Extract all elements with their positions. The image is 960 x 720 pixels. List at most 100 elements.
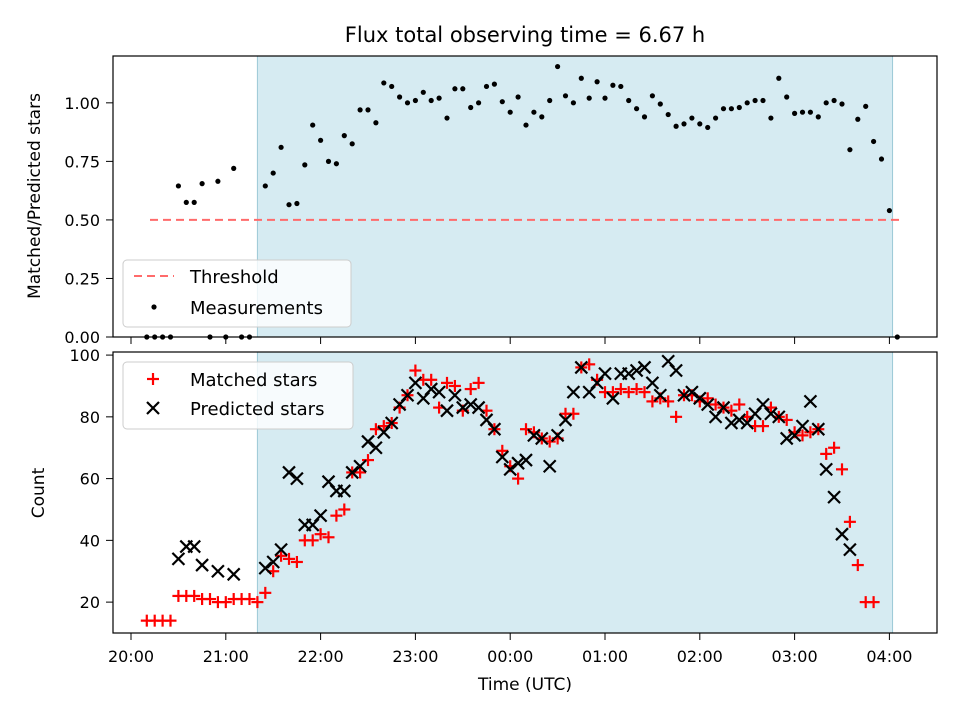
predicted-star-point (408, 376, 423, 390)
measurement-point (412, 97, 418, 104)
predicted-star-point (598, 366, 612, 381)
measurement-point (547, 97, 553, 104)
measurement-point (215, 178, 221, 184)
measurement-point (476, 100, 482, 106)
measurement-point (562, 93, 569, 99)
measurement-point (626, 97, 632, 104)
measurement-point (744, 100, 750, 106)
matched-star-point (820, 447, 833, 460)
predicted-star-point (574, 360, 589, 375)
predicted-star-point (779, 431, 794, 446)
measurement-point (815, 114, 821, 120)
measurement-point (618, 83, 624, 90)
measurement-point (784, 94, 790, 100)
matched-star-point (259, 586, 272, 599)
observing-window-shade (256, 351, 894, 634)
bottom-legend: Matched stars Predicted stars (122, 361, 354, 430)
measurement-point (657, 101, 663, 107)
predicted-star-point (456, 400, 470, 415)
predicted-star-point (195, 558, 209, 572)
measurement-point (231, 165, 237, 171)
predicted-star-point (503, 462, 517, 477)
chart-title: Flux total observing time = 6.67 h (345, 23, 705, 47)
observing-window-shade (256, 55, 894, 338)
bottom-y-axis-label: Count (29, 467, 49, 518)
measurement-point (594, 79, 600, 85)
measurement-point (760, 97, 766, 104)
measurement-point (420, 89, 426, 95)
measurement-point (839, 101, 845, 107)
count-points (140, 354, 880, 627)
measurement-point (436, 95, 442, 101)
measurement-point (531, 109, 537, 115)
predicted-star-point (384, 416, 399, 430)
measurement-point (404, 100, 411, 106)
measurement-point (507, 109, 513, 115)
predicted-star-point (353, 459, 367, 474)
predicted-star-point (274, 542, 288, 557)
measurement-point (610, 82, 616, 88)
matched-star-point (275, 549, 288, 562)
y-tick-label: 20 (80, 593, 100, 612)
top-legend-box (122, 259, 352, 328)
predicted-star-point (361, 434, 375, 449)
measurement-point (878, 156, 885, 162)
measurement-point (199, 181, 205, 187)
predicted-star-point (645, 376, 660, 390)
y-tick-label: 0.25 (64, 269, 100, 288)
predicted-star-point (369, 440, 383, 455)
x-tick-label: 04:00 (866, 647, 912, 666)
matched-star-point (472, 376, 485, 389)
top-y-axis-label: Matched/Predicted stars (25, 93, 45, 299)
matched-star-point (306, 534, 319, 547)
x-tick-label: 00:00 (487, 647, 533, 666)
matched-star-point (701, 392, 714, 405)
predicted-star-point (827, 490, 841, 504)
predicted-star-point (487, 422, 502, 436)
matched-legend-swatch (147, 373, 159, 385)
matched-star-point (219, 596, 232, 609)
matched-star-point (496, 444, 509, 457)
predicted-star-point (400, 388, 415, 403)
predicted-star-point (471, 400, 486, 415)
measurement-point (539, 114, 545, 120)
top-legend: Threshold Measurements (122, 259, 352, 328)
predicted-legend-label: Predicted stars (190, 399, 324, 420)
y-tick-label: 1.00 (64, 94, 100, 113)
predicted-star-point (629, 363, 644, 378)
predicted-star-point (550, 428, 565, 443)
predicted-star-point (772, 410, 786, 424)
threshold-legend-label: Threshold (189, 267, 279, 288)
y-tick-label: 100 (69, 346, 100, 365)
predicted-star-point (835, 527, 849, 541)
matched-star-point (843, 515, 856, 528)
matched-star-point (204, 593, 216, 606)
x-tick-label: 23:00 (392, 647, 438, 666)
matched-star-point (851, 559, 864, 572)
matched-star-point (338, 503, 351, 516)
predicted-star-point (716, 400, 731, 415)
measurement-point (776, 75, 782, 81)
predicted-star-point (558, 413, 573, 427)
predicted-star-point (653, 388, 668, 403)
y-tick-label: 0.75 (64, 152, 100, 171)
measurement-point (728, 106, 735, 112)
predicted-star-point (282, 465, 296, 480)
x-tick-label: 22:00 (298, 647, 344, 666)
measurements-legend-label: Measurements (190, 298, 323, 319)
matched-star-point (188, 589, 201, 602)
bottom-panel: 20 40 60 80 100 20:00 21:00 22:00 23:00 00:00 01:… (29, 346, 938, 695)
matched-star-point (441, 376, 453, 389)
predicted-star-point (463, 397, 478, 412)
measurement-point (673, 123, 679, 129)
matched-star-point (520, 423, 532, 436)
measurement-point (310, 122, 316, 128)
predicted-star-point (764, 406, 778, 421)
bottom-plot-frame (112, 351, 938, 634)
predicted-star-point (266, 555, 280, 569)
measurement-point (886, 207, 893, 214)
predicted-legend-swatch (146, 401, 160, 415)
matched-star-point (409, 364, 422, 377)
measurement-point (523, 122, 529, 128)
measurement-point (183, 199, 189, 205)
